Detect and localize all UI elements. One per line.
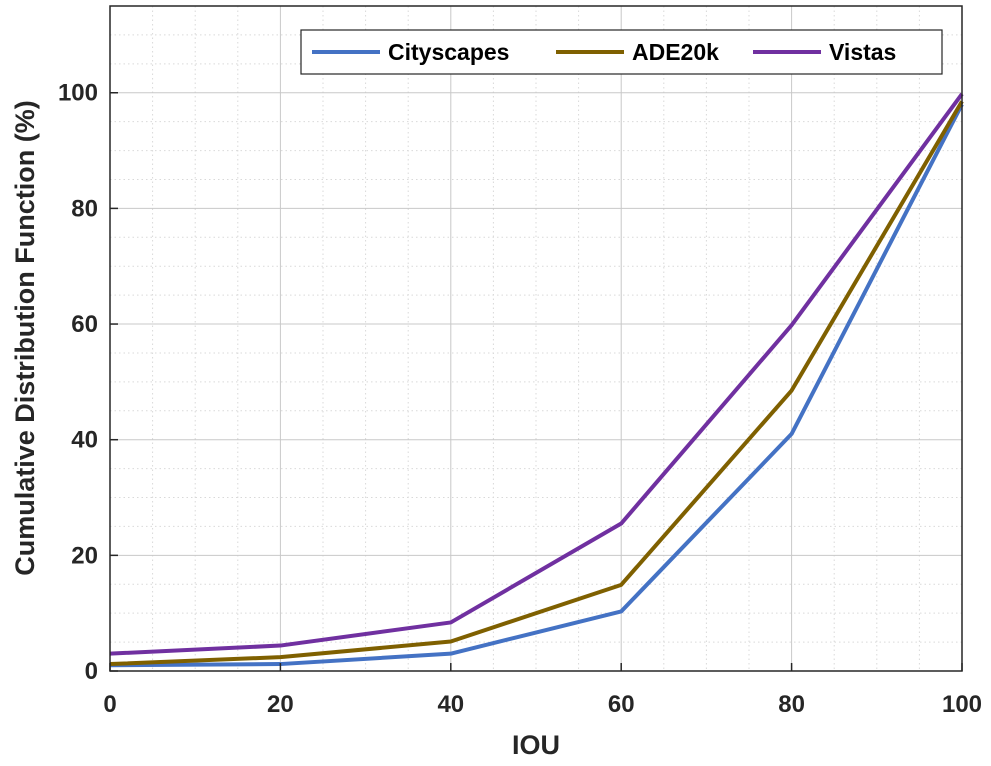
y-tick-label: 0 (85, 658, 98, 685)
legend: Cityscapes ADE20k Vistas (300, 29, 943, 75)
series-line-cityscapes (109, 103, 964, 668)
y-tick-label: 60 (71, 311, 98, 338)
y-axis-ticks: 0 20 40 60 80 100 (58, 80, 118, 685)
y-tick-label: 80 (71, 195, 98, 222)
x-tick-label: 60 (608, 691, 635, 718)
series-layer (109, 92, 964, 668)
x-axis-ticks: 0 20 40 60 80 100 (103, 663, 982, 718)
y-tick-label: 40 (71, 427, 98, 454)
x-axis-title: IOU (512, 730, 560, 760)
series-line-ade20k (109, 100, 964, 667)
legend-label-cityscapes: Cityscapes (388, 39, 509, 65)
legend-label-ade20k: ADE20k (632, 39, 719, 65)
y-tick-label: 20 (71, 542, 98, 569)
x-tick-label: 0 (103, 691, 116, 718)
x-tick-label: 40 (437, 691, 464, 718)
y-tick-label: 100 (58, 80, 98, 107)
x-tick-label: 20 (267, 691, 294, 718)
x-tick-label: 80 (778, 691, 805, 718)
legend-label-vistas: Vistas (829, 39, 896, 65)
series-line-vistas (109, 92, 964, 656)
x-tick-label: 100 (942, 691, 982, 718)
minor-grid (110, 6, 962, 671)
plot-border (109, 5, 963, 672)
y-axis-title: Cumulative Distribution Function (%) (10, 100, 40, 575)
